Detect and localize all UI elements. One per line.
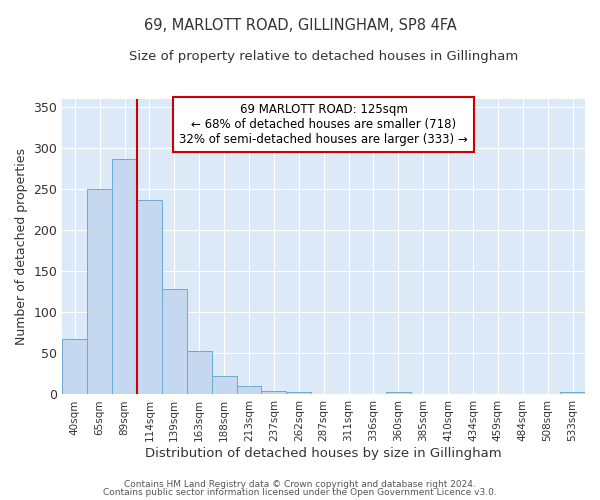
Bar bbox=[112, 159, 137, 394]
Bar bbox=[162, 290, 187, 395]
Text: Contains HM Land Registry data © Crown copyright and database right 2024.: Contains HM Land Registry data © Crown c… bbox=[124, 480, 476, 489]
Text: 69 MARLOTT ROAD: 125sqm
← 68% of detached houses are smaller (718)
32% of semi-d: 69 MARLOTT ROAD: 125sqm ← 68% of detache… bbox=[179, 104, 468, 146]
Text: Contains public sector information licensed under the Open Government Licence v3: Contains public sector information licen… bbox=[103, 488, 497, 497]
Y-axis label: Number of detached properties: Number of detached properties bbox=[15, 148, 28, 345]
Bar bbox=[62, 338, 87, 394]
Title: Size of property relative to detached houses in Gillingham: Size of property relative to detached ho… bbox=[129, 50, 518, 63]
Bar bbox=[212, 376, 236, 394]
Bar bbox=[560, 392, 585, 394]
Bar bbox=[286, 392, 311, 394]
Bar bbox=[187, 351, 212, 395]
Bar bbox=[236, 386, 262, 394]
Bar bbox=[137, 200, 162, 394]
X-axis label: Distribution of detached houses by size in Gillingham: Distribution of detached houses by size … bbox=[145, 447, 502, 460]
Text: 69, MARLOTT ROAD, GILLINGHAM, SP8 4FA: 69, MARLOTT ROAD, GILLINGHAM, SP8 4FA bbox=[143, 18, 457, 32]
Bar bbox=[262, 391, 286, 394]
Bar bbox=[87, 189, 112, 394]
Bar bbox=[386, 392, 411, 394]
